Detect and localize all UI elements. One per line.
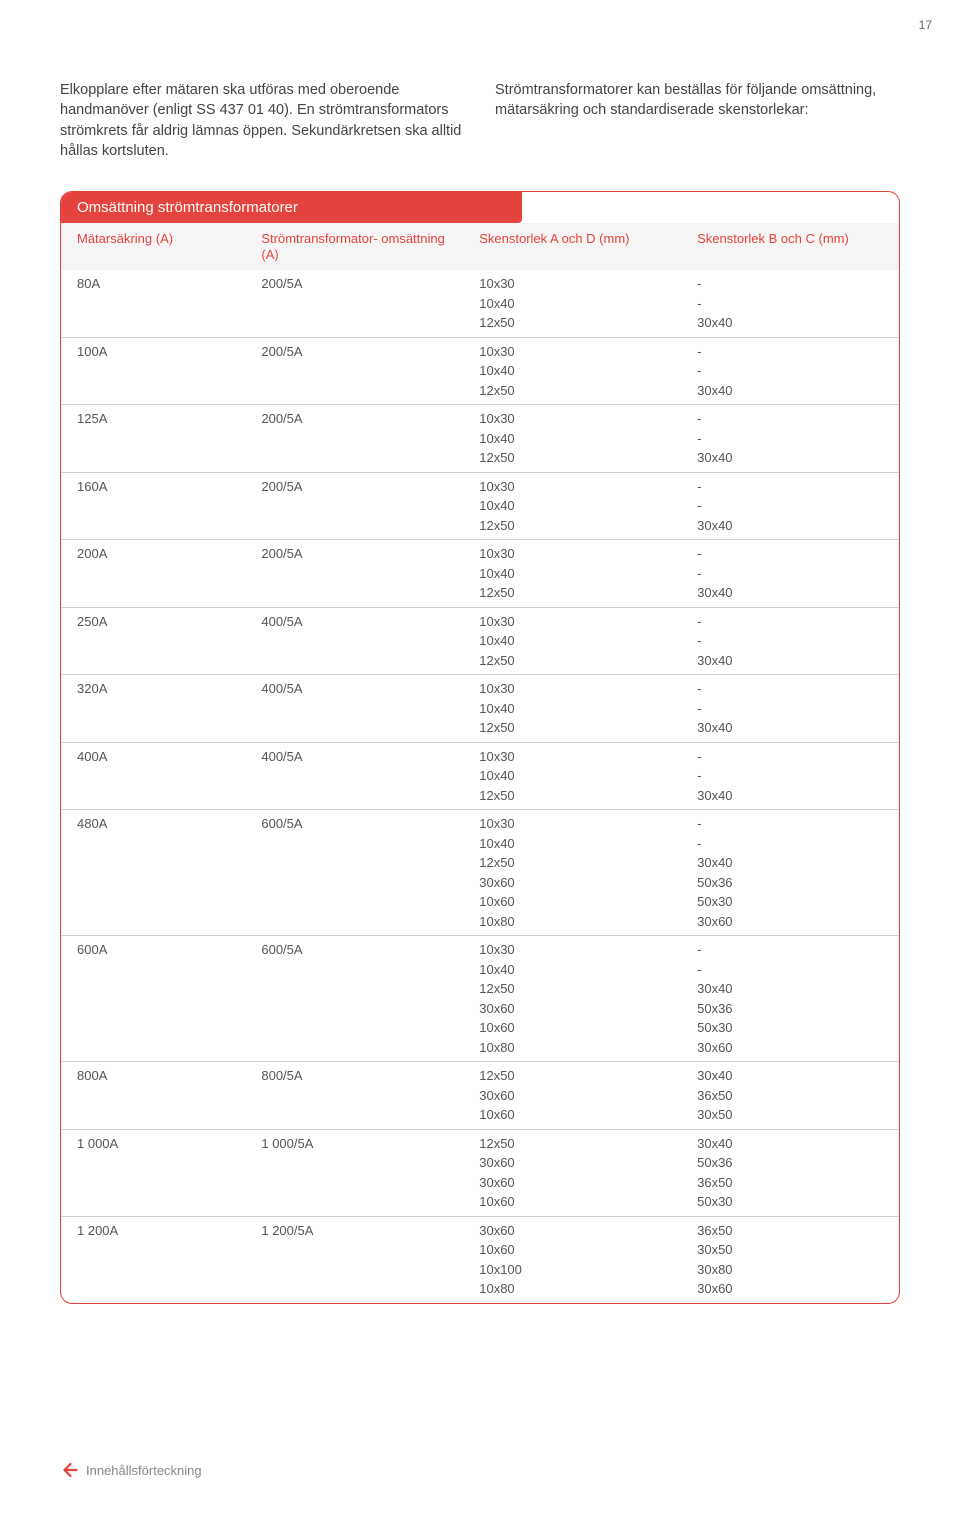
table-cell: - - 30x40 50x36 50x30 30x60 [681,936,899,1062]
table-row: 200A200/5A10x30 10x40 12x50- - 30x40 [61,540,899,608]
table-cell: 1 200/5A [245,1216,463,1303]
table-cell: 30x60 10x60 10x100 10x80 [463,1216,681,1303]
table-cell: 250A [61,607,245,675]
transformer-table: Mätarsäkring (A) Strömtransformator- oms… [61,223,899,1303]
arrow-left-icon [60,1461,78,1479]
table-cell: 400A [61,742,245,810]
table-cell: 10x30 10x40 12x50 [463,540,681,608]
table-cell: 36x50 30x50 30x80 30x60 [681,1216,899,1303]
table-cell: 200A [61,540,245,608]
table-cell: 400/5A [245,742,463,810]
table-row: 80A200/5A10x30 10x40 12x50- - 30x40 [61,270,899,337]
table-cell: - - 30x40 50x36 50x30 30x60 [681,810,899,936]
table-header-row: Mätarsäkring (A) Strömtransformator- oms… [61,223,899,270]
back-link-label: Innehållsförteckning [86,1463,202,1478]
table-cell: - - 30x40 [681,540,899,608]
table-cell: 1 000/5A [245,1129,463,1216]
intro-right-paragraph: Strömtransformatorer kan beställas för f… [495,80,900,161]
table-cell: 800A [61,1062,245,1130]
table-cell: 10x30 10x40 12x50 [463,472,681,540]
table-cell: 10x30 10x40 12x50 [463,742,681,810]
table-row: 1 000A1 000/5A12x50 30x60 30x60 10x6030x… [61,1129,899,1216]
table-cell: - - 30x40 [681,675,899,743]
table-cell: 10x30 10x40 12x50 30x60 10x60 10x80 [463,810,681,936]
table-header-cell: Skenstorlek A och D (mm) [463,223,681,270]
table-cell: 200/5A [245,472,463,540]
table-cell: 12x50 30x60 10x60 [463,1062,681,1130]
table-cell: - - 30x40 [681,607,899,675]
table-cell: - - 30x40 [681,472,899,540]
table-cell: 80A [61,270,245,337]
table-cell: 10x30 10x40 12x50 [463,675,681,743]
table-cell: 10x30 10x40 12x50 [463,337,681,405]
table-cell: 400/5A [245,607,463,675]
table-cell: 10x30 10x40 12x50 [463,405,681,473]
page-number: 17 [919,18,932,32]
table-cell: 480A [61,810,245,936]
table-cell: 600/5A [245,810,463,936]
table-cell: 125A [61,405,245,473]
table-cell: 400/5A [245,675,463,743]
table-cell: 200/5A [245,405,463,473]
table-row: 480A600/5A10x30 10x40 12x50 30x60 10x60 … [61,810,899,936]
table-cell: 320A [61,675,245,743]
intro-left-paragraph: Elkopplare efter mätaren ska utföras med… [60,80,465,161]
table-row: 320A400/5A10x30 10x40 12x50- - 30x40 [61,675,899,743]
intro-section: Elkopplare efter mätaren ska utföras med… [60,80,900,161]
table-title: Omsättning strömtransformatorer [61,192,522,223]
table-header-cell: Mätarsäkring (A) [61,223,245,270]
table-cell: 200/5A [245,270,463,337]
table-cell: 10x30 10x40 12x50 [463,607,681,675]
table-cell: 10x30 10x40 12x50 [463,270,681,337]
table-cell: 1 000A [61,1129,245,1216]
table-cell: - - 30x40 [681,337,899,405]
table-header-cell: Skenstorlek B och C (mm) [681,223,899,270]
table-cell: 800/5A [245,1062,463,1130]
table-row: 800A800/5A12x50 30x60 10x6030x40 36x50 3… [61,1062,899,1130]
transformer-table-container: Omsättning strömtransformatorer Mätarsäk… [60,191,900,1304]
table-row: 400A400/5A10x30 10x40 12x50- - 30x40 [61,742,899,810]
back-to-contents-link[interactable]: Innehållsförteckning [60,1461,202,1479]
table-row: 100A200/5A10x30 10x40 12x50- - 30x40 [61,337,899,405]
table-row: 250A400/5A10x30 10x40 12x50- - 30x40 [61,607,899,675]
table-cell: 200/5A [245,540,463,608]
table-cell: 30x40 36x50 30x50 [681,1062,899,1130]
table-cell: 600A [61,936,245,1062]
table-cell: - - 30x40 [681,742,899,810]
table-cell: - - 30x40 [681,405,899,473]
table-row: 125A200/5A10x30 10x40 12x50- - 30x40 [61,405,899,473]
table-header-cell: Strömtransformator- omsättning (A) [245,223,463,270]
table-cell: 200/5A [245,337,463,405]
table-row: 600A600/5A10x30 10x40 12x50 30x60 10x60 … [61,936,899,1062]
table-cell: 600/5A [245,936,463,1062]
table-cell: 10x30 10x40 12x50 30x60 10x60 10x80 [463,936,681,1062]
table-row: 1 200A1 200/5A30x60 10x60 10x100 10x8036… [61,1216,899,1303]
table-cell: 160A [61,472,245,540]
table-cell: - - 30x40 [681,270,899,337]
table-cell: 100A [61,337,245,405]
table-row: 160A200/5A10x30 10x40 12x50- - 30x40 [61,472,899,540]
table-cell: 12x50 30x60 30x60 10x60 [463,1129,681,1216]
table-cell: 1 200A [61,1216,245,1303]
table-cell: 30x40 50x36 36x50 50x30 [681,1129,899,1216]
